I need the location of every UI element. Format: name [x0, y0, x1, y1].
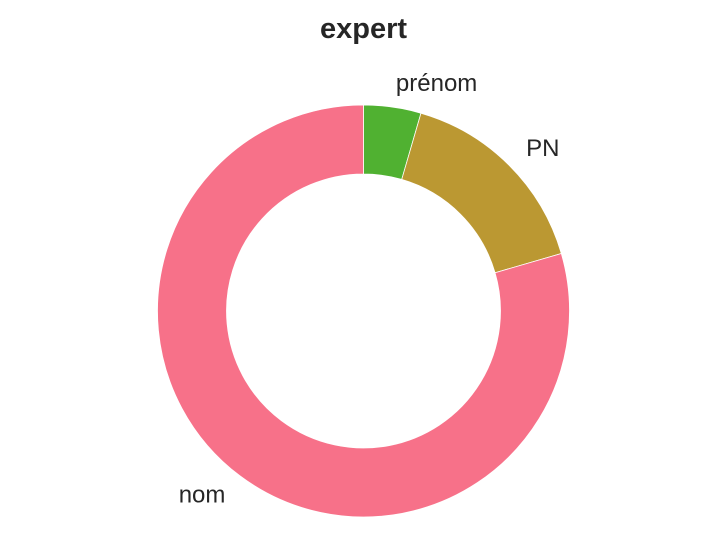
slice-2: [157, 104, 570, 518]
labels-group: prénom PN nom: [179, 70, 560, 509]
slice-label-2: nom: [179, 481, 226, 508]
slices-group: [157, 104, 570, 518]
chart-title: expert: [320, 13, 407, 45]
slice-label-0: prénom: [396, 70, 477, 97]
slice-label-1: PN: [526, 135, 559, 162]
